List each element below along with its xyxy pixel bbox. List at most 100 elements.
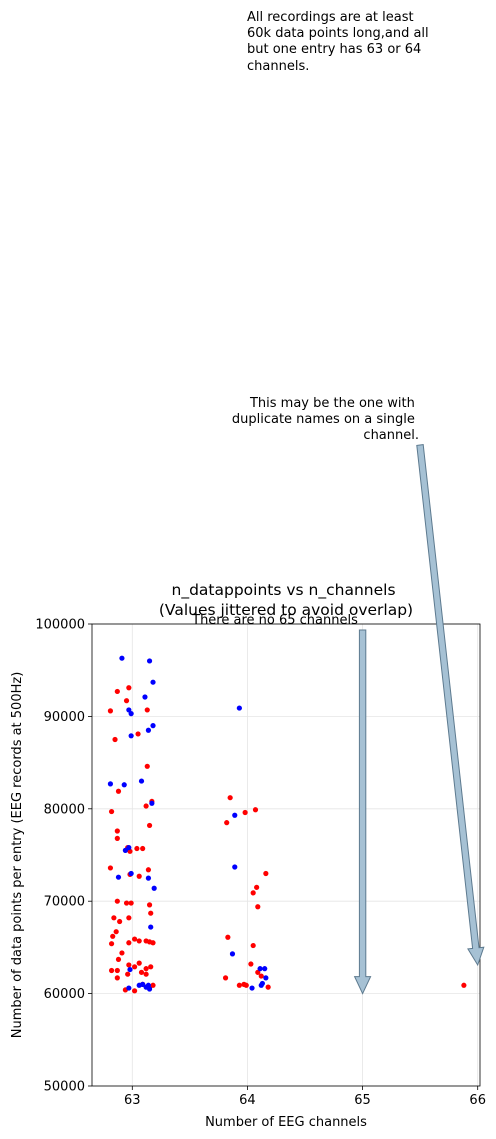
y-tick-label: 100000 <box>35 618 85 633</box>
annotation-duplicate-note: This may be the one with duplicate names… <box>232 396 419 443</box>
red-data-point <box>250 890 256 896</box>
blue-data-point <box>262 966 268 972</box>
red-data-point <box>113 929 119 935</box>
blue-data-point <box>150 723 156 729</box>
red-data-point <box>224 820 230 826</box>
blue-data-point <box>143 984 149 990</box>
red-data-point <box>114 688 120 695</box>
blue-data-point <box>128 711 134 717</box>
red-data-point <box>119 950 125 956</box>
annotation-length-note: All recordings are at least 60k data poi… <box>247 10 433 74</box>
red-data-point <box>114 835 120 841</box>
blue-data-point <box>142 694 148 700</box>
red-data-point <box>255 904 261 910</box>
chart-title: n_datappoints vs n_channels (Values jitt… <box>159 581 413 619</box>
red-data-point <box>125 971 131 977</box>
red-data-point <box>144 707 150 713</box>
red-data-point <box>128 900 134 906</box>
annotation-arrows <box>353 444 485 995</box>
red-data-point <box>146 902 153 908</box>
red-data-point <box>110 933 116 939</box>
blue-data-point <box>127 966 133 973</box>
red-data-point <box>131 988 138 994</box>
blue-data-point <box>107 781 114 787</box>
red-data-point <box>144 763 150 769</box>
red-data-point <box>136 873 142 879</box>
y-axis-label: Number of data points per entry (EEG rec… <box>10 672 25 1039</box>
blue-data-point <box>145 875 152 881</box>
blue-data-point <box>232 812 238 818</box>
arrow-to-65-icon <box>353 629 372 995</box>
red-data-point <box>148 910 154 916</box>
blue-data-point <box>128 733 134 739</box>
red-data-point <box>114 967 120 974</box>
y-tick-label: 80000 <box>44 802 85 817</box>
red-data-point <box>222 975 229 981</box>
blue-data-point <box>232 864 238 870</box>
blue-data-point <box>149 800 155 806</box>
x-axis-ticks: 63 64 65 66 <box>124 1086 486 1108</box>
red-data-point <box>143 971 149 977</box>
blue-data-point <box>126 845 132 851</box>
red-data-point <box>131 936 138 942</box>
red-data-point <box>145 867 152 873</box>
red-data-point <box>143 966 149 972</box>
red-data-point <box>265 984 271 990</box>
blue-data-point <box>145 727 152 733</box>
red-data-point <box>123 900 130 906</box>
red-data-point <box>225 934 231 940</box>
x-axis-label: Number of EEG channels <box>205 1115 367 1130</box>
x-tick-label: 65 <box>354 1093 371 1108</box>
red-data-point <box>117 918 123 925</box>
plot-frame <box>91 623 481 1087</box>
red-data-point <box>146 822 153 829</box>
red-data-point <box>108 808 115 815</box>
red-data-point <box>136 960 142 966</box>
annotation-no-65-note: There are no 65 channels <box>191 613 358 628</box>
red-data-point <box>126 915 132 921</box>
blue-data-point <box>128 870 134 877</box>
x-tick-label: 63 <box>124 1093 141 1108</box>
red-data-point <box>108 941 115 947</box>
blue-data-point <box>258 982 264 988</box>
red-data-point <box>236 982 242 988</box>
grid-lines <box>92 623 480 1087</box>
red-data-point <box>258 973 264 979</box>
red-data-point <box>107 865 114 871</box>
blue-data-point <box>138 778 145 784</box>
red-data-point <box>126 962 132 968</box>
x-tick-label: 66 <box>469 1093 486 1108</box>
y-tick-label: 60000 <box>44 987 85 1002</box>
y-tick-label: 90000 <box>44 710 85 725</box>
chart-title-line-1: n_datappoints vs n_channels <box>172 581 396 600</box>
arrow-to-66-icon <box>416 444 485 967</box>
red-data-point <box>243 982 249 988</box>
red-data-point <box>115 788 122 794</box>
red-data-point <box>114 975 120 981</box>
blue-data-point <box>122 847 128 853</box>
red-data-point <box>254 884 260 890</box>
red-data-point <box>111 915 117 921</box>
blue-data-point <box>140 981 146 987</box>
chart-title-line-2: (Values jittered to avoid overlap) <box>159 601 413 619</box>
red-data-point <box>138 969 145 975</box>
red-data-point <box>114 828 120 834</box>
blue-data-point <box>146 658 153 664</box>
y-tick-label: 70000 <box>44 895 85 910</box>
red-data-point <box>250 942 256 949</box>
red-data-point <box>227 795 233 801</box>
blue-data-point <box>257 966 263 972</box>
red-data-point <box>135 731 141 737</box>
blue-data-point <box>121 782 127 788</box>
red-data-point <box>263 870 269 877</box>
y-axis-ticks: 50000 60000 70000 80000 90000 100000 <box>35 618 92 1095</box>
red-data-point <box>108 967 115 974</box>
blue-data-point <box>119 655 125 661</box>
red-data-point <box>134 845 140 852</box>
blue-data-point <box>150 679 156 685</box>
red-data-point <box>461 982 467 988</box>
red-data-point <box>242 809 248 816</box>
blue-data-point <box>249 985 255 991</box>
blue-data-point <box>115 874 122 880</box>
